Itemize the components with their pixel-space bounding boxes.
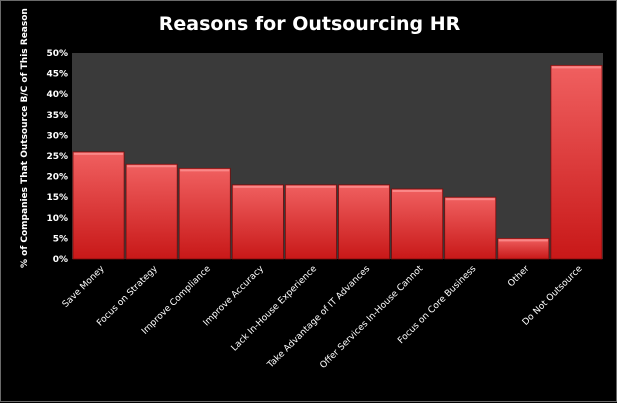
chart-title: Reasons for Outsourcing HR xyxy=(158,13,461,35)
bar xyxy=(178,167,231,260)
bar xyxy=(391,188,444,260)
x-tick-label: Take Advantage of IT Advances xyxy=(265,264,372,371)
x-tick-label: Lack In-House Experience xyxy=(230,264,320,354)
bar-highlight xyxy=(445,198,495,201)
bar-highlight xyxy=(392,189,442,192)
bar xyxy=(550,64,603,260)
y-tick-label: 10% xyxy=(46,214,68,224)
y-tick-label: 35% xyxy=(46,111,68,121)
bar xyxy=(497,237,550,260)
bar-highlight xyxy=(233,185,283,188)
x-tick-label: Other xyxy=(506,264,531,289)
x-tick-label: Do Not Outsource xyxy=(521,264,585,328)
y-tick-label: 20% xyxy=(46,173,68,183)
bar-highlight xyxy=(180,169,230,172)
bar xyxy=(72,151,125,260)
bar-highlight xyxy=(551,66,601,69)
bar-highlight xyxy=(74,152,124,155)
y-axis-ticks: 0% 5% 10% 15% 20% 25% 30% 35% 40% 45% 50% xyxy=(46,49,68,265)
y-tick-label: 40% xyxy=(46,90,68,100)
bars xyxy=(72,64,603,260)
y-tick-label: 0% xyxy=(53,255,68,265)
y-tick-label: 5% xyxy=(53,234,68,244)
y-tick-label: 25% xyxy=(46,152,68,162)
y-tick-label: 45% xyxy=(46,70,68,80)
y-tick-label: 15% xyxy=(46,193,68,203)
bar-highlight xyxy=(127,165,177,168)
y-tick-label: 30% xyxy=(46,131,68,141)
bar xyxy=(231,184,284,260)
bar xyxy=(284,184,337,260)
y-tick-label: 50% xyxy=(46,49,68,59)
x-tick-label: Save Money xyxy=(61,264,107,310)
bar xyxy=(125,163,178,260)
x-tick-label: Offer Services In-House Cannot xyxy=(318,264,425,371)
bar-highlight xyxy=(286,185,336,188)
bar-highlight xyxy=(339,185,389,188)
bar-highlight xyxy=(498,239,548,242)
bar xyxy=(338,184,390,260)
bar xyxy=(444,196,497,260)
